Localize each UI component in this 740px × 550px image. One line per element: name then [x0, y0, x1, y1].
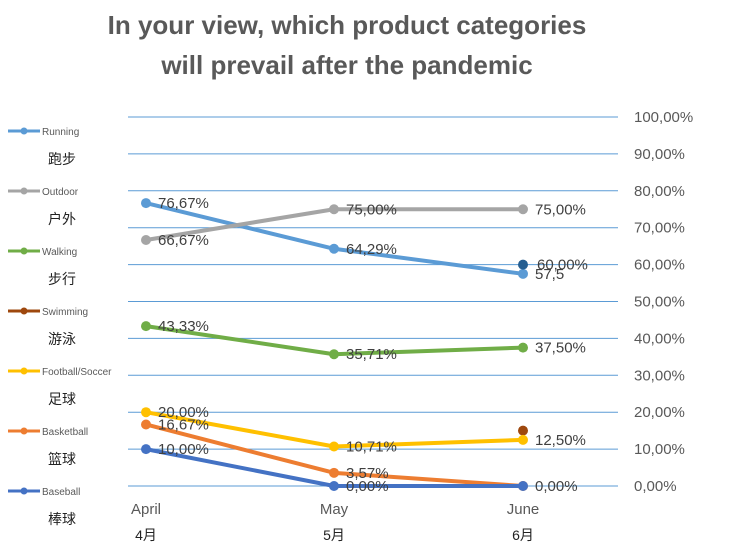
data-point — [518, 259, 528, 270]
legend-label-zh: 跑步 — [48, 151, 76, 167]
data-label: 75,00% — [346, 201, 397, 218]
x-tick-label: April — [131, 501, 161, 518]
data-point — [141, 198, 151, 209]
series-lines — [141, 198, 528, 491]
data-point — [141, 407, 151, 418]
data-label: 64,29% — [346, 241, 397, 258]
y-tick-label: 40,00% — [634, 330, 685, 347]
data-point — [141, 321, 151, 332]
data-label: 0,00% — [346, 478, 389, 495]
legend-marker — [20, 307, 28, 315]
x-tick-sublabel: 5月 — [323, 527, 345, 543]
data-label: 57,5 — [535, 266, 564, 283]
data-label: 12,50% — [535, 432, 586, 449]
legend-marker — [20, 427, 28, 435]
y-tick-label: 20,00% — [634, 404, 685, 421]
data-point — [518, 434, 528, 445]
y-tick-label: 80,00% — [634, 183, 685, 200]
data-label: 10,71% — [346, 438, 397, 455]
legend: Running 跑步 Outdoor 户外 Walking 步行 Swimming 游泳 Foo… — [8, 127, 112, 527]
data-label: 0,00% — [535, 478, 578, 495]
y-axis-ticks: 0,00% 10,00% 20,00% 30,00% 40,00% 50,00% 60,00… — [634, 109, 693, 495]
y-tick-label: 70,00% — [634, 220, 685, 237]
y-tick-label: 90,00% — [634, 146, 685, 163]
data-point — [518, 425, 528, 436]
data-point — [329, 441, 339, 452]
data-point — [329, 243, 339, 254]
legend-label-zh: 户外 — [48, 211, 76, 227]
data-label: 10,00% — [158, 441, 209, 458]
data-point — [141, 419, 151, 430]
legend-label: Basketball — [42, 427, 88, 438]
legend-label: Baseball — [42, 487, 80, 498]
data-label: 20,00% — [158, 404, 209, 421]
y-tick-label: 50,00% — [634, 294, 685, 311]
data-label: 3,57% — [346, 465, 389, 482]
legend-label: Swimming — [42, 307, 88, 318]
data-point — [329, 481, 339, 491]
data-point — [518, 481, 528, 491]
data-point — [518, 268, 528, 279]
legend-label-zh: 游泳 — [48, 331, 76, 347]
data-label: 66,67% — [158, 232, 209, 249]
data-label: 16,67% — [158, 416, 209, 433]
chart-title-line-2: will prevail after the pandemic — [160, 50, 532, 80]
data-point — [329, 467, 339, 478]
legend-label-zh: 步行 — [48, 271, 76, 287]
legend-label-zh: 篮球 — [48, 451, 76, 467]
x-tick-label: June — [507, 501, 540, 518]
x-axis-categories: April 4月 May 5月 June 6月 — [131, 501, 539, 543]
data-point — [141, 234, 151, 245]
legend-label: Walking — [42, 247, 77, 258]
legend-marker — [20, 487, 28, 495]
legend-label-zh: 足球 — [48, 391, 76, 407]
data-label: 76,67% — [158, 195, 209, 212]
y-tick-label: 0,00% — [634, 478, 677, 495]
data-point — [518, 204, 528, 215]
data-point — [329, 204, 339, 215]
x-tick-label: May — [320, 501, 349, 518]
legend-label: Football/Soccer — [42, 367, 112, 378]
data-label: 37,50% — [535, 340, 586, 357]
legend-marker — [20, 247, 28, 255]
data-label: 35,71% — [346, 346, 397, 363]
legend-marker — [20, 367, 28, 375]
chart-title-line-1: In your view, which product categories — [108, 10, 587, 40]
legend-label: Running — [42, 127, 79, 138]
data-label: 43,33% — [158, 318, 209, 335]
gridlines — [128, 116, 618, 487]
y-tick-label: 30,00% — [634, 367, 685, 384]
legend-label: Outdoor — [42, 187, 79, 198]
x-tick-sublabel: 4月 — [135, 527, 157, 543]
legend-label-zh: 棒球 — [48, 511, 76, 527]
data-labels: 76,67% 64,29% 57,5 66,67% 75,00% 75,00% 43,33%… — [158, 195, 588, 495]
legend-marker — [20, 187, 28, 195]
data-point — [518, 342, 528, 353]
data-label: 60,00% — [537, 257, 588, 274]
data-label: 75,00% — [535, 201, 586, 218]
data-point — [141, 444, 151, 455]
y-tick-label: 10,00% — [634, 441, 685, 458]
y-tick-label: 100,00% — [634, 109, 693, 126]
y-tick-label: 60,00% — [634, 257, 685, 274]
x-tick-sublabel: 6月 — [512, 527, 534, 543]
legend-marker — [20, 127, 28, 135]
data-point — [329, 349, 339, 360]
